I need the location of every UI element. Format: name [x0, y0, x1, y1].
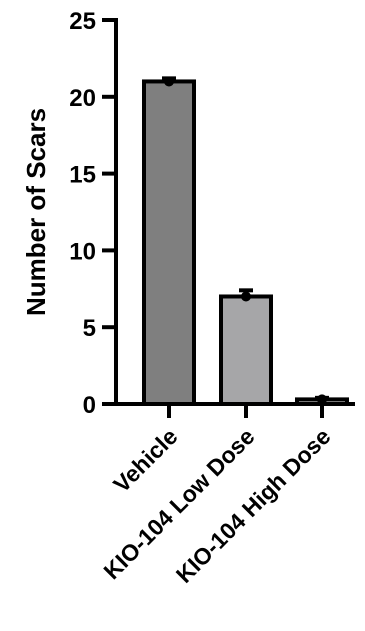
y-tick-label-5: 5 — [83, 315, 96, 342]
x-tick-label-1: Vehicle — [108, 423, 182, 497]
data-point-1-1 — [164, 76, 174, 87]
data-point-2-1 — [241, 291, 251, 302]
bar-1 — [142, 79, 196, 406]
data-point-3-1 — [317, 394, 327, 405]
y-tick-label-25: 25 — [69, 8, 96, 35]
bars — [142, 76, 349, 407]
y-axis: 0 5 10 15 20 25 — [69, 8, 118, 419]
y-axis-title: Number of Scars — [21, 108, 51, 316]
y-tick-label-10: 10 — [69, 238, 96, 265]
y-tick-label-15: 15 — [69, 162, 96, 189]
bar-2 — [219, 294, 273, 407]
y-tick-label-20: 20 — [69, 85, 96, 112]
y-tick-label-0: 0 — [83, 392, 96, 419]
